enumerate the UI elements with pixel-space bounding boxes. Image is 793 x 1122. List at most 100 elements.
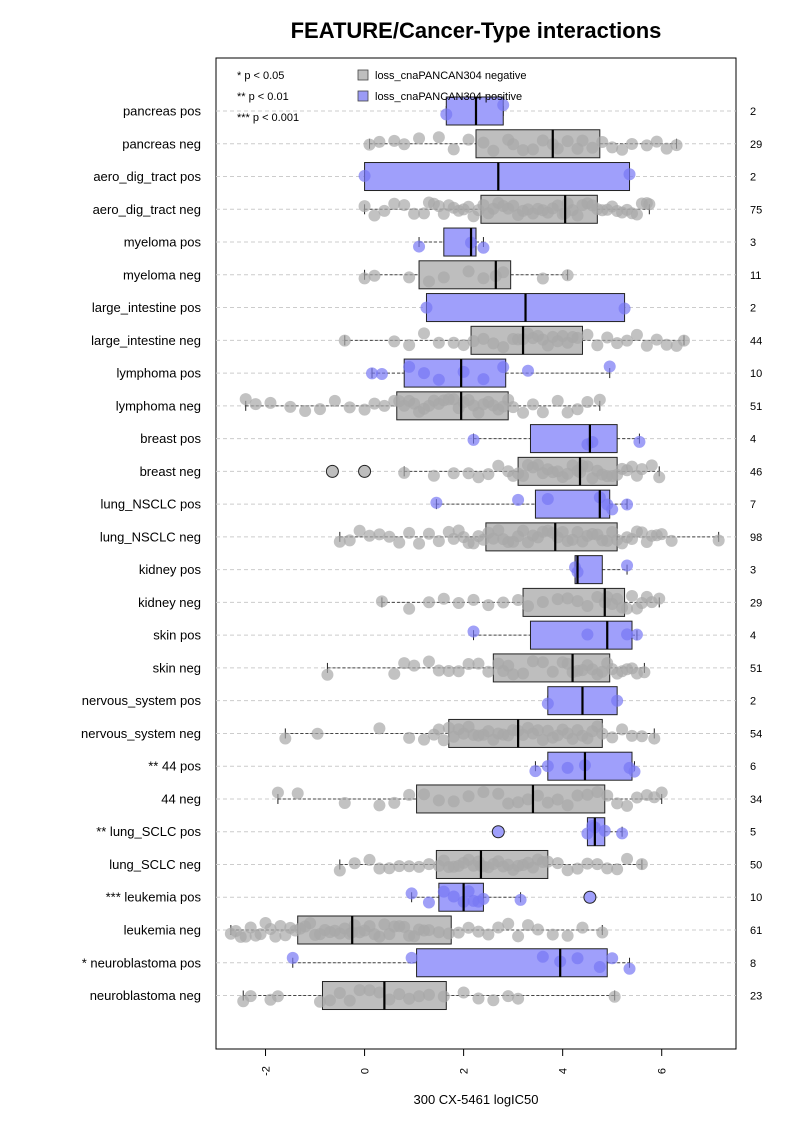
box-row — [413, 227, 490, 257]
data-point — [638, 666, 651, 679]
data-point — [621, 628, 634, 641]
box-row — [569, 555, 634, 585]
data-point — [420, 301, 433, 314]
data-point — [353, 524, 366, 537]
data-point — [618, 302, 631, 315]
data-point — [596, 136, 609, 149]
data-point — [358, 200, 371, 213]
x-tick-label: 0 — [360, 1068, 372, 1074]
data-point — [467, 335, 480, 348]
data-point — [502, 990, 515, 1003]
data-point — [403, 602, 416, 615]
legend-swatch-negative — [357, 69, 369, 81]
row-label: leukemia neg — [124, 923, 201, 938]
data-point — [418, 788, 430, 801]
data-point — [398, 199, 411, 212]
data-point — [561, 135, 574, 148]
outlier-point — [325, 464, 339, 478]
row-count: 2 — [750, 303, 756, 315]
data-point — [502, 917, 515, 930]
data-point — [323, 994, 336, 1007]
data-point — [598, 824, 611, 837]
data-point — [432, 373, 445, 386]
data-point — [507, 199, 520, 212]
data-point — [368, 269, 381, 282]
data-point — [437, 885, 450, 898]
data-point — [531, 724, 544, 737]
data-point — [403, 360, 416, 373]
data-point — [333, 535, 346, 548]
data-point — [368, 209, 381, 222]
data-point — [457, 986, 470, 999]
data-point — [536, 596, 549, 609]
data-point — [522, 919, 534, 932]
sig-note-1: * p < 0.05 — [237, 70, 284, 82]
data-point — [522, 364, 534, 377]
data-point — [375, 595, 388, 608]
data-point — [462, 658, 475, 671]
data-point — [546, 928, 559, 941]
data-point — [571, 789, 584, 802]
box-row — [358, 194, 656, 224]
data-point — [645, 459, 658, 472]
box-row — [405, 882, 597, 912]
data-point — [286, 951, 299, 964]
legend-label-negative: loss_cnaPANCAN304 negative — [375, 70, 526, 82]
data-point — [403, 992, 416, 1005]
data-point — [244, 990, 257, 1003]
data-point — [526, 398, 539, 411]
data-point — [655, 528, 668, 541]
data-point — [432, 664, 445, 677]
row-label: lung_NSCLC neg — [100, 529, 201, 544]
data-point — [635, 526, 648, 539]
row-count: 4 — [750, 630, 756, 642]
data-point — [467, 433, 480, 446]
data-point — [678, 334, 690, 347]
box-row — [224, 915, 609, 945]
box-row — [333, 849, 648, 879]
box-row — [366, 358, 616, 388]
data-point — [373, 799, 386, 812]
data-point — [427, 469, 440, 482]
data-point — [358, 169, 371, 182]
data-point — [497, 361, 510, 374]
data-point — [442, 665, 455, 678]
data-point — [571, 331, 584, 344]
data-point — [403, 860, 416, 873]
row-count: 46 — [750, 466, 762, 478]
data-point — [363, 529, 376, 542]
box-row — [321, 653, 651, 683]
data-point — [462, 885, 475, 898]
data-point — [611, 863, 624, 876]
data-point — [472, 992, 485, 1005]
data-point — [437, 990, 450, 1003]
data-point — [477, 786, 490, 799]
data-point — [462, 265, 475, 278]
data-point — [487, 994, 500, 1007]
row-label: pancreas neg — [122, 136, 201, 151]
data-point — [383, 530, 396, 543]
row-count: 8 — [750, 958, 756, 970]
data-point — [628, 765, 641, 778]
data-point — [462, 467, 475, 480]
row-count: 6 — [750, 761, 756, 773]
box-row — [325, 456, 666, 486]
data-point — [561, 406, 574, 419]
data-point — [492, 787, 505, 800]
row-label: * neuroblastoma pos — [82, 955, 202, 970]
data-point — [477, 892, 490, 905]
data-point — [398, 138, 411, 151]
data-point — [571, 952, 584, 965]
data-point — [413, 537, 426, 550]
data-point — [635, 730, 648, 743]
row-label: skin pos — [153, 628, 201, 643]
data-point — [653, 471, 666, 484]
data-point — [566, 732, 579, 745]
data-point — [413, 990, 426, 1003]
data-point — [388, 796, 401, 809]
data-point — [378, 918, 391, 931]
data-point — [561, 269, 574, 282]
data-point — [512, 493, 525, 506]
data-point — [467, 625, 480, 638]
box-row — [529, 751, 641, 781]
